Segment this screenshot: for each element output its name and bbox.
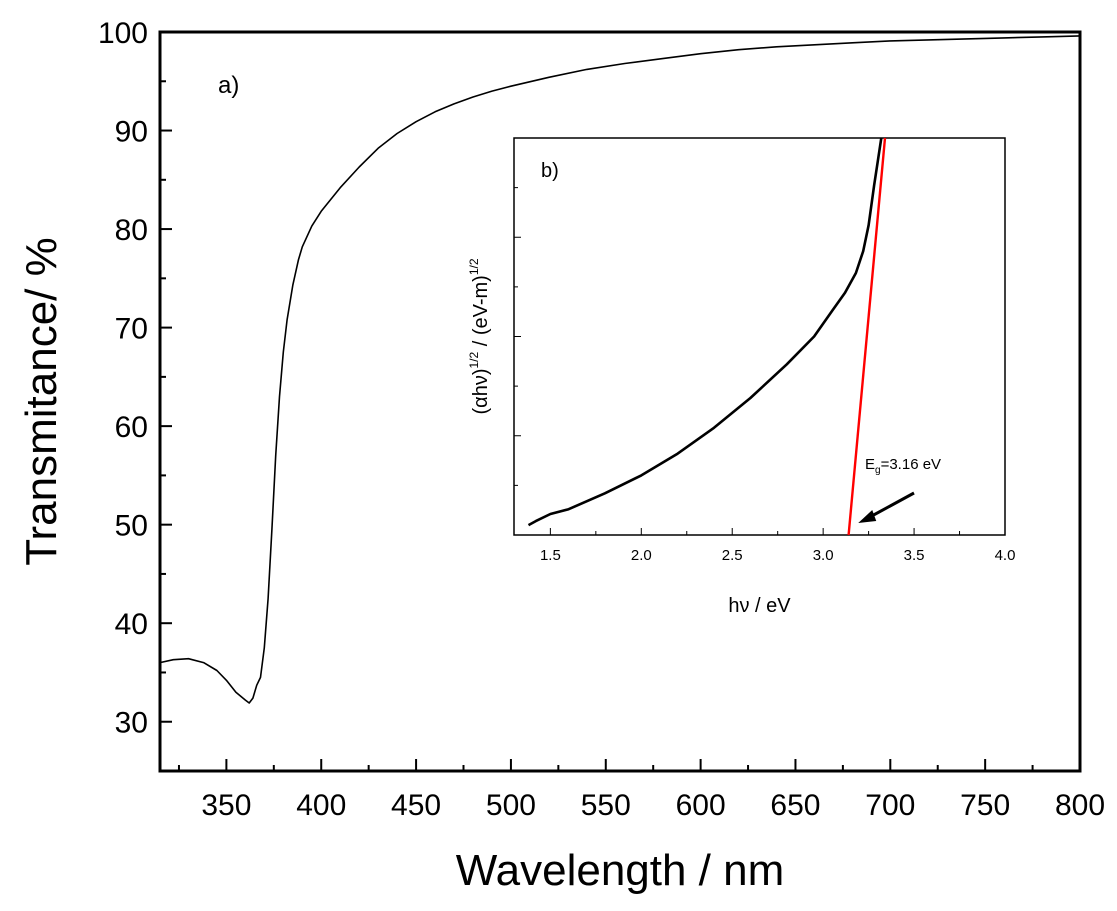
- inset-x-tick-label: 4.0: [995, 547, 1016, 564]
- inset-y-axis-label: (αhν)1/2 / (eV-m)1/2: [467, 258, 492, 414]
- x-axis-label: Wavelength / nm: [456, 846, 785, 895]
- annotation-arrow-head: [858, 510, 877, 523]
- y-tick-label: 30: [115, 707, 148, 740]
- x-tick-label: 700: [865, 789, 915, 822]
- annotation-arrow-shaft: [865, 491, 915, 521]
- x-tick-label: 350: [201, 789, 251, 822]
- inset-chart: 1.5 2.0 2.5 3.0 3.5 4.0 hν / eV (αhν)1/2 / (eV-…: [467, 137, 1016, 617]
- y-axis-label: Transmitance/ %: [17, 237, 66, 565]
- x-tick-label: 800: [1055, 789, 1105, 822]
- y-tick-label: 80: [115, 214, 148, 247]
- y-tick-label: 70: [115, 313, 148, 346]
- inset-frame: [513, 137, 1006, 536]
- linear-fit-line: [847, 137, 887, 536]
- x-tick-label: 600: [676, 789, 726, 822]
- bandgap-annotation: Eg=3.16 eV: [865, 456, 941, 476]
- inset-x-tick-label: 2.0: [631, 547, 652, 564]
- y-tick-label: 90: [115, 116, 148, 149]
- panel-label-b: b): [541, 160, 559, 182]
- y-tick-label: 50: [115, 510, 148, 543]
- y-tick-label: 100: [98, 17, 148, 50]
- transmittance-line: [159, 35, 1081, 704]
- x-tick-label: 500: [486, 789, 536, 822]
- plot-frame: [158, 30, 1082, 773]
- x-tick-label: 450: [391, 789, 441, 822]
- inset-x-tick-label: 3.0: [813, 547, 834, 564]
- x-tick-label: 650: [770, 789, 820, 822]
- panel-label-a: a): [218, 72, 239, 99]
- inset-x-axis-label: hν / eV: [728, 595, 791, 617]
- tauc-curve: [527, 137, 883, 527]
- x-tick-label: 550: [581, 789, 631, 822]
- inset-x-tick-label: 1.5: [540, 547, 561, 564]
- x-tick-label: 750: [960, 789, 1010, 822]
- x-tick-label: 400: [296, 789, 346, 822]
- y-tick-label: 60: [115, 411, 148, 444]
- inset-x-tick-label: 3.5: [904, 547, 925, 564]
- inset-x-tick-label: 2.5: [722, 547, 743, 564]
- main-chart: 350 400 450 500 550 600 650 700 750 800 30 40 50 60 70…: [17, 17, 1105, 895]
- y-tick-label: 40: [115, 608, 148, 641]
